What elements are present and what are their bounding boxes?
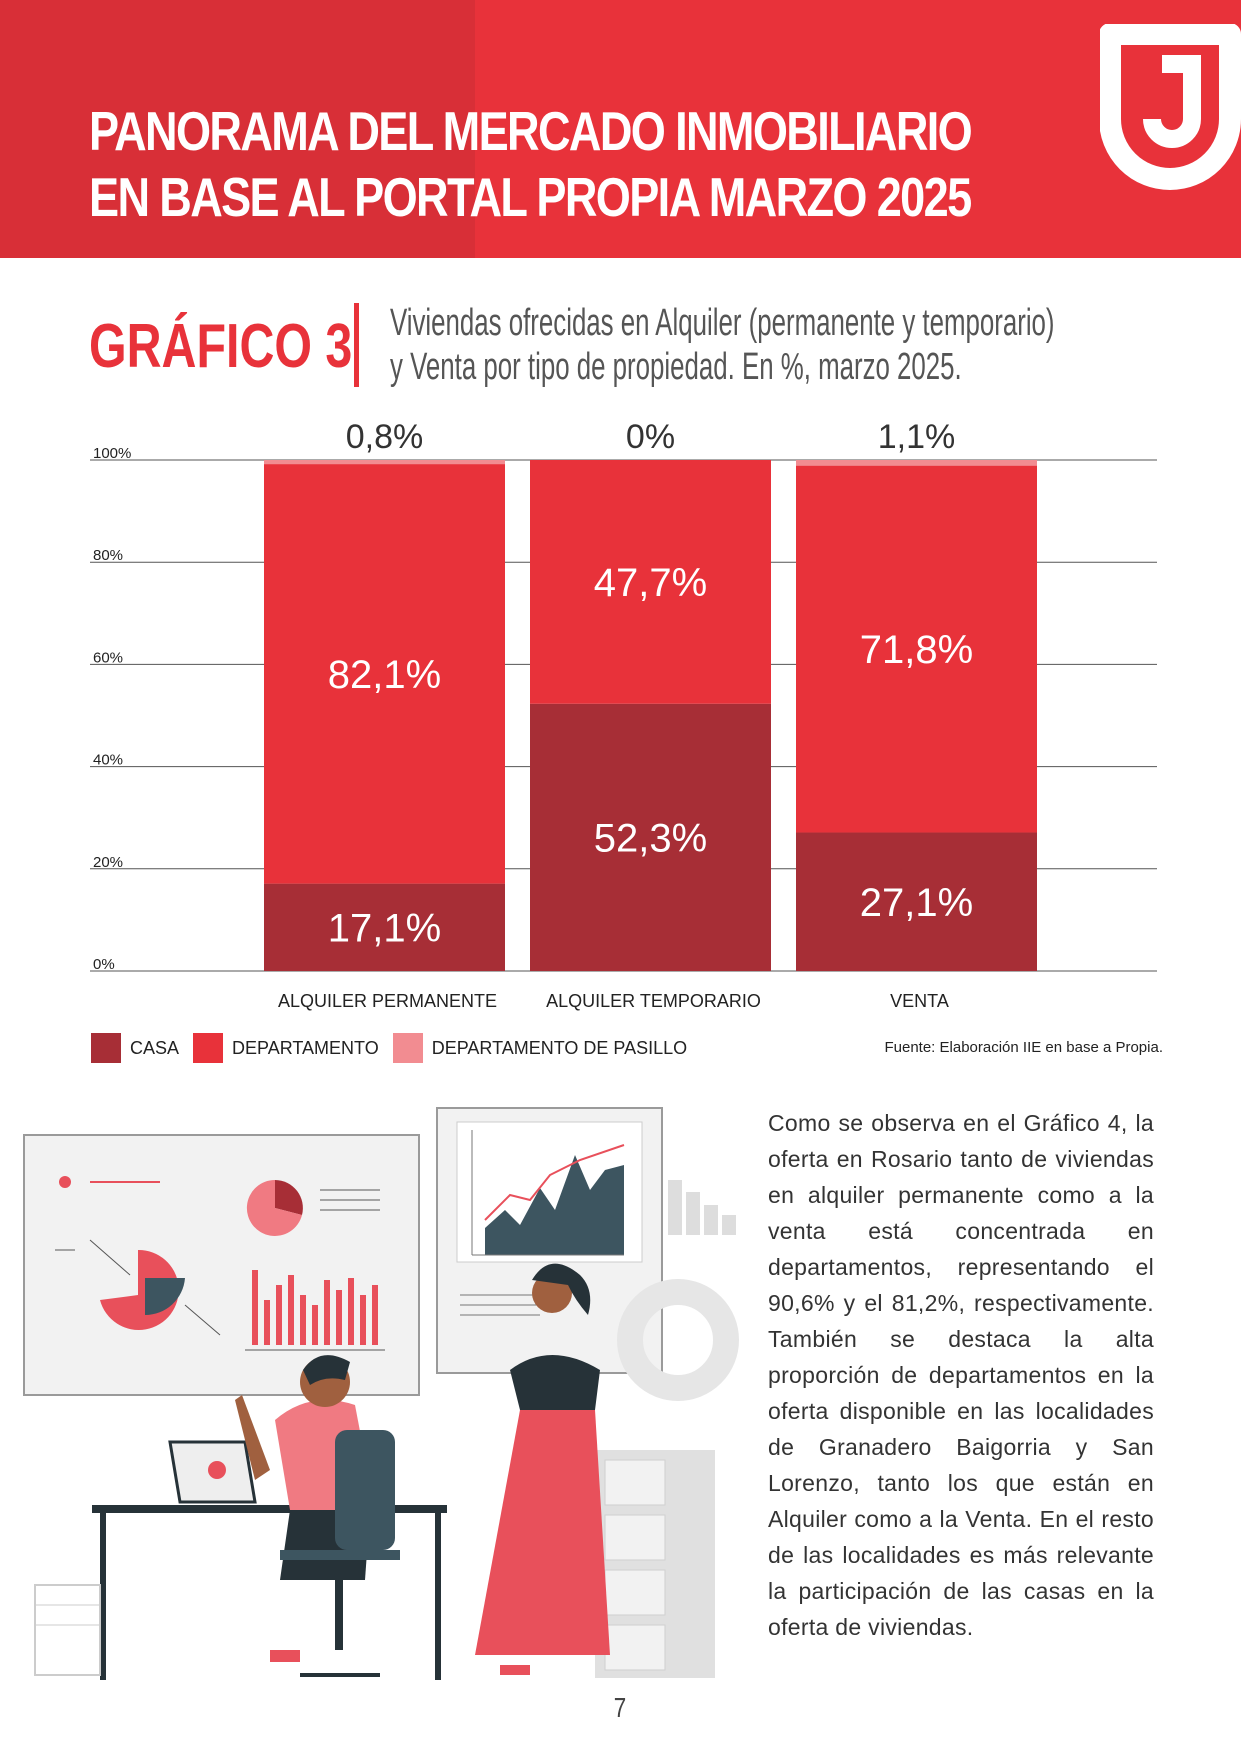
y-tick-label: 100% (93, 445, 131, 462)
legend-swatch-departamento (193, 1033, 224, 1063)
bar-value-label: 52,3% (594, 816, 707, 860)
legend-item-casa: CASA (91, 1033, 179, 1063)
page-title-line-2: EN BASE AL PORTAL PROPIA MARZO 2025 (89, 166, 972, 228)
bar-segment (264, 460, 505, 465)
stacked-bar-chart: 0% 20% 40% 60% 80% 100% 17,1% 82,1% 0,8% ALQUILER… (90, 418, 1157, 1011)
chart-bars (264, 460, 1037, 971)
legend-item-departamento: DEPARTAMENTO (193, 1033, 379, 1063)
bar-top-value-label: 1,1% (878, 418, 956, 456)
page-header: PANORAMA DEL MERCADO INMOBILIARIO EN BAS… (0, 0, 1241, 258)
legend-label-casa: CASA (130, 1037, 180, 1058)
chart-labels: 0% 20% 40% 60% 80% 100% 17,1% 82,1% 0,8% ALQUILER… (93, 418, 973, 1011)
chart-source-note: Fuente: Elaboración IIE en base a Propia… (884, 1039, 1163, 1056)
bar-segment (264, 464, 505, 884)
chart-legend: CASA DEPARTAMENTO DEPARTAMENTO DE PASILL… (91, 1033, 701, 1063)
waste-bin (34, 1584, 101, 1676)
dot-icon (59, 1176, 71, 1188)
chart-number-label: GRÁFICO 3 (89, 312, 353, 381)
y-tick-label: 40% (93, 752, 123, 769)
y-tick-label: 0% (93, 956, 115, 973)
y-tick-label: 80% (93, 547, 123, 564)
bar-segment (796, 832, 1037, 971)
chart-heading-divider (354, 303, 359, 387)
legend-label-departamento: DEPARTAMENTO (232, 1037, 379, 1058)
whiteboard-bars (252, 1270, 378, 1345)
whiteboard-left (23, 1134, 420, 1396)
bar-segment (530, 460, 771, 704)
y-tick-label: 60% (93, 649, 123, 666)
bar-segment (796, 465, 1037, 833)
body-paragraph: Como se observa en el Gráfico 4, la ofer… (768, 1110, 1154, 1640)
bar-value-label: 71,8% (860, 628, 973, 672)
chart-subtitle: Viviendas ofrecidas en Alquiler (permane… (390, 301, 1055, 389)
bar-segment (530, 703, 771, 971)
chair (335, 1430, 395, 1550)
header-dark-panel (0, 0, 475, 258)
bar-segment (264, 883, 505, 971)
desk (92, 1505, 447, 1513)
legend-item-departamento-de-pasillo: DEPARTAMENTO DE PASILLO (392, 1033, 688, 1063)
bar-top-value-label: 0,8% (346, 418, 424, 456)
x-category-label: ALQUILER TEMPORARIO (546, 991, 761, 1011)
area-chart-icon (485, 1155, 624, 1255)
x-category-label: ALQUILER PERMANENTE (278, 991, 497, 1011)
bar-value-label: 47,7% (594, 561, 707, 605)
office-analytics-illustration (23, 1107, 739, 1680)
chart-subtitle-line-2: y Venta por tipo de propiedad. En %, mar… (390, 346, 962, 388)
page-number: 7 (613, 1692, 627, 1723)
brand-logo-icon (1100, 24, 1241, 190)
page-title-line-1: PANORAMA DEL MERCADO INMOBILIARIO (89, 100, 973, 162)
bar-top-value-label: 0% (626, 418, 675, 456)
chart-subtitle-line-1: Viviendas ofrecidas en Alquiler (permane… (390, 302, 1055, 344)
bar-value-label: 27,1% (860, 881, 973, 925)
bar-segment (796, 460, 1037, 466)
y-tick-label: 20% (93, 854, 123, 871)
bar-value-label: 82,1% (328, 653, 441, 697)
legend-swatch-casa (91, 1033, 121, 1063)
x-category-label: VENTA (890, 991, 949, 1011)
legend-label-departamento-de-pasillo: DEPARTAMENTO DE PASILLO (431, 1037, 688, 1058)
bar-value-label: 17,1% (328, 906, 441, 950)
legend-swatch-departamento-de-pasillo (392, 1033, 423, 1063)
page-title: PANORAMA DEL MERCADO INMOBILIARIO EN BAS… (89, 98, 973, 230)
